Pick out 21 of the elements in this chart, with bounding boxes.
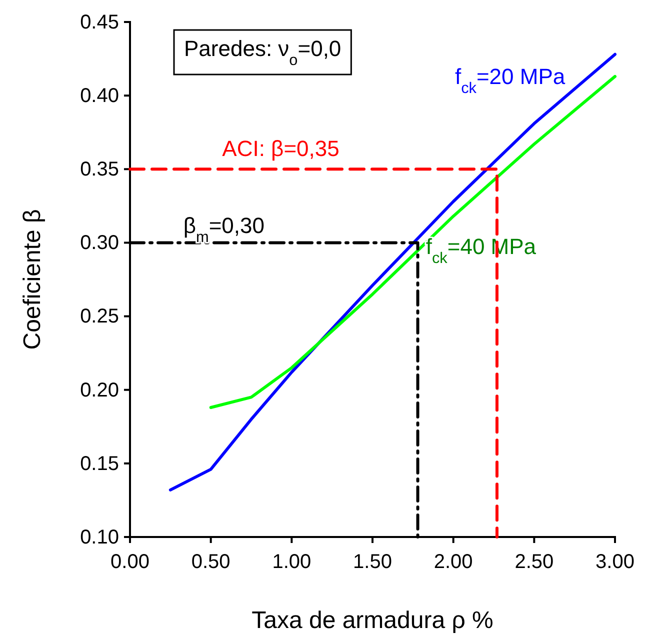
y-tick-label: 0.40 <box>80 84 119 107</box>
y-tick-label: 0.35 <box>80 158 119 181</box>
series-label: ACI: β=0,35 <box>222 136 340 161</box>
y-tick-label: 0.10 <box>80 526 119 548</box>
y-tick-label: 0.45 <box>80 11 119 34</box>
x-tick-label: 1.50 <box>353 551 392 573</box>
y-axis-title: Coeficiente β <box>19 209 46 350</box>
x-tick-label: 0.00 <box>110 551 150 573</box>
y-tick-label: 0.20 <box>80 379 119 402</box>
series-label: β$_{m}$=0,30 <box>183 213 265 246</box>
x-tick-label: 1.00 <box>272 551 312 573</box>
x-tick-label: 2.00 <box>434 551 473 573</box>
x-axis-title: Taxa de armadura ρ % <box>252 607 494 634</box>
x-tick-label: 2.50 <box>514 551 554 573</box>
x-tick-label: 0.50 <box>191 551 230 573</box>
y-tick-label: 0.25 <box>80 306 119 328</box>
annotation: Paredes: ν$_{o}$=0,0 <box>184 36 342 68</box>
series-label: f$_{ck}$=20 MPa <box>454 64 566 96</box>
y-tick-label: 0.30 <box>80 232 119 254</box>
x-tick-label: 3.00 <box>596 551 634 573</box>
y-tick-label: 0.15 <box>80 452 119 475</box>
